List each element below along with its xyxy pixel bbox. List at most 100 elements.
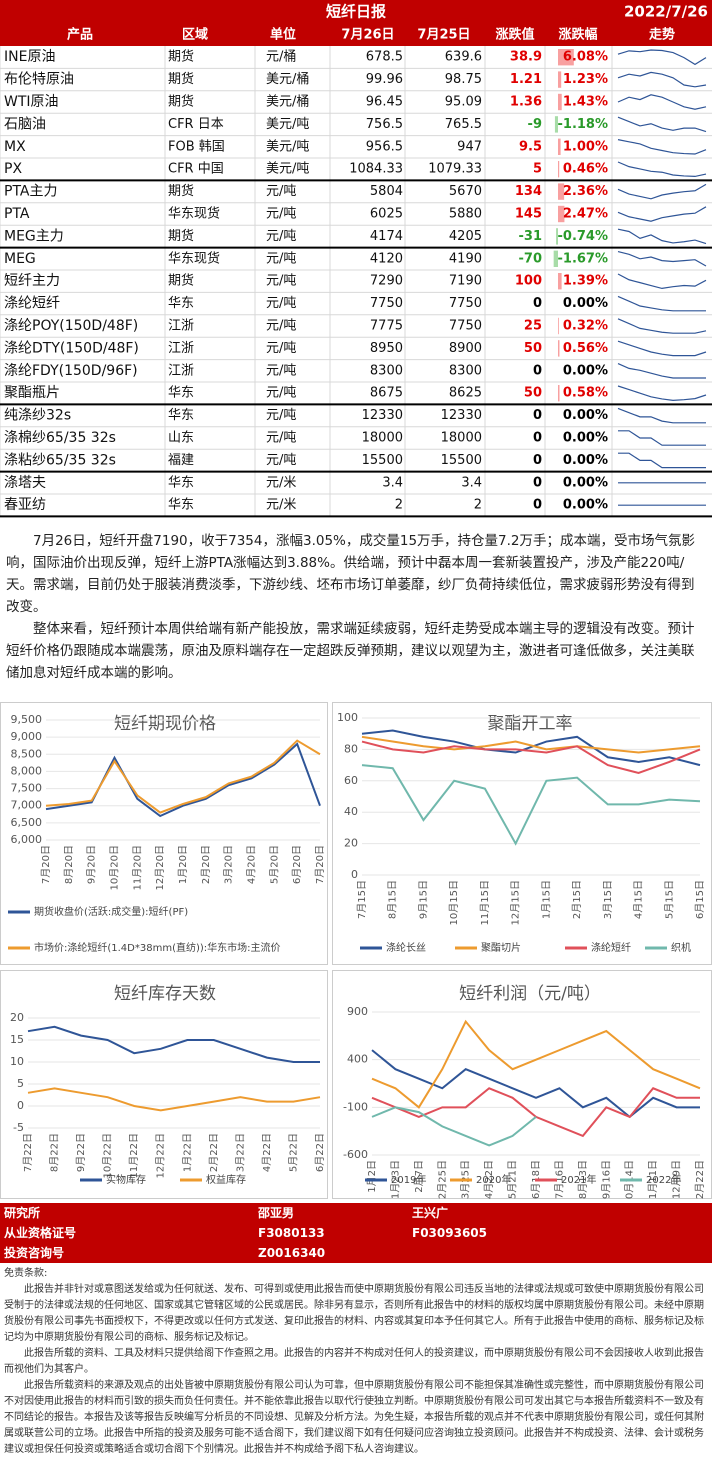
legend-label: 2019年 [391,1173,426,1186]
cell: 涤棉纱65/35 32s [4,429,116,446]
cell: MX [4,139,26,155]
cell: 0 [533,498,542,513]
change-bar [558,71,562,88]
cell: 50 [524,341,542,356]
cell: 18000 [362,431,403,446]
change-bar [558,317,559,335]
cell: 江浙 [168,319,194,334]
x-tick-label: 4月15日 [633,880,645,919]
change-bar [554,116,558,133]
sparkline [617,251,707,267]
cell: 7750 [370,296,403,311]
cell: 元/吨 [266,408,296,423]
cell: 美元/吨 [266,162,309,177]
cell: 0 [533,363,542,378]
sparkline [617,340,707,357]
cell: 145 [515,207,542,222]
x-tick-label: 2月7日 [413,1160,425,1193]
y-tick-label: 5 [17,1077,24,1090]
disclaimer: 免责条款: 此报告并非针对或意图送发给或为任何就送、发布、可得到或使用此报告而使… [4,1266,708,1458]
cell: 1.43% [563,95,608,110]
cell: 纯涤纱32s [4,408,71,424]
legend-label: 市场价:涤纶短纤(1.4D*38mm(直纺)):华东市场:主流价 [34,941,281,954]
sparkline [617,318,707,334]
cell: 4190 [449,251,482,266]
cell: 涤纶短纤 [4,296,60,312]
x-tick-label: 3月22日 [234,1133,246,1172]
cell: 0 [533,408,542,423]
cell: 元/吨 [266,453,296,468]
y-tick-label: 0 [17,1099,24,1112]
cell: 8625 [449,386,482,401]
cell: 4205 [449,229,482,244]
cell: 947 [457,139,482,154]
sparkline [617,206,707,222]
change-bar [553,250,558,267]
x-tick-label: 12月20日 [154,845,166,890]
contact-cell: 王兴广 [412,1206,449,1220]
x-tick-label: 11月11日 [647,1160,659,1200]
cell: 元/吨 [266,184,296,199]
x-tick-label: 11月22日 [128,1133,140,1178]
sparkline [618,452,706,469]
x-tick-label: 3月20日 [223,845,235,884]
sparkline [617,273,707,290]
x-tick-label: 8月15日 [387,880,399,919]
cell: 元/吨 [266,341,296,356]
cell: 0.00% [563,475,608,490]
legend-label: 期货收盘价(活跃:成交量):短纤(PF) [34,905,188,918]
y-tick-label: 100 [337,711,358,724]
cell: 8300 [370,363,403,378]
legend-label: 2022年 [646,1173,681,1186]
x-tick-label: 4月22日 [261,1133,273,1172]
cell: 1084.33 [349,162,403,177]
cell: 50 [524,386,542,401]
x-tick-label: 8月13日 [577,1160,589,1199]
series-line [45,739,321,814]
cell: 涤粘纱65/35 32s [4,452,116,468]
contact-cell: F03093605 [412,1226,487,1240]
column-header: 产品 [67,27,93,43]
cell: 0 [533,296,542,311]
report-date: 2022/7/26 [624,3,708,21]
y-tick-label: 7,000 [11,799,43,812]
x-tick-label: 9月20日 [86,845,98,884]
x-tick-label: 1月23日 [389,1160,401,1199]
cell: 8300 [449,363,482,378]
cell: 涤纶DTY(150D/48F) [4,340,139,356]
legend-label: 实物库存 [106,1173,146,1186]
cell: 福建 [168,453,194,468]
x-tick-label: 12月15日 [510,880,522,925]
sparkline [617,94,707,110]
cell: 6.08% [563,50,608,65]
disclaimer-title: 免责条款: [4,1268,48,1279]
cell: 756.5 [366,117,403,132]
cell: -0.74% [558,229,609,244]
cell: 2 [395,498,403,513]
x-tick-label: 8月22日 [49,1133,61,1172]
x-tick-label: 11月15日 [479,880,491,925]
contact-cell: 从业资格证号 [4,1226,77,1240]
cell: 0.32% [563,319,608,334]
cell: 9.5 [519,139,542,154]
cell: WTI原油 [4,94,59,110]
x-tick-label: 12月22日 [694,1160,706,1200]
y-tick-label: 6,000 [11,833,43,846]
cell: 2.36% [563,184,608,199]
cell: 99.96 [366,72,403,87]
series-line [27,1025,320,1063]
cell: 0.00% [563,296,608,311]
cell: 山东 [168,431,194,446]
x-tick-label: 6月20日 [291,845,303,884]
x-tick-label: 2月15日 [571,880,583,919]
sparkline [617,363,706,379]
change-bar [556,228,558,245]
sparkline [617,295,706,312]
cell: 98.75 [445,72,482,87]
cell: 5670 [449,184,482,199]
x-tick-label: 5月22日 [287,1133,299,1172]
cell: 短纤主力 [4,273,60,289]
cell: 12330 [441,408,482,423]
cell: 2 [474,498,482,513]
change-bar [558,93,562,111]
